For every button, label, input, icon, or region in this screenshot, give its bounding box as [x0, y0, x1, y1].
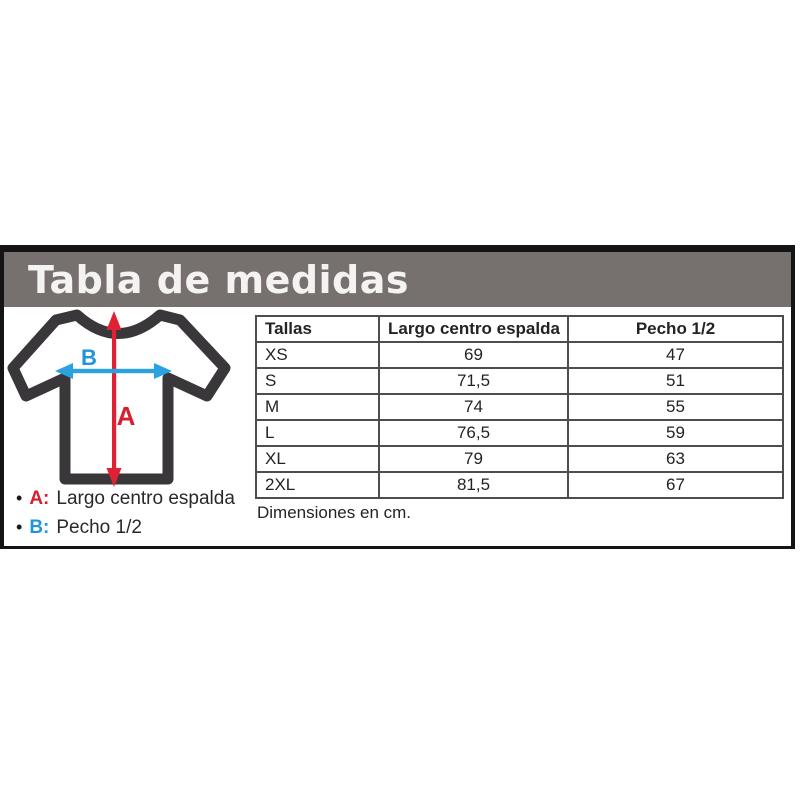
legend-item-b: • B: Pecho 1/2: [16, 517, 235, 539]
panel-header: Tabla de medidas: [4, 252, 791, 307]
legend-text-a: Largo centro espalda: [56, 488, 235, 509]
table-row-XS: XS 69 47: [255, 341, 784, 369]
tshirt-measurement-diagram: B A: [7, 309, 231, 487]
measurement-cell: 76,5: [378, 419, 569, 447]
table-row-L: L 76,5 59: [255, 419, 784, 447]
column-header-2: Pecho 1/2: [567, 315, 784, 343]
header-row: Tallas Largo centro espalda Pecho 1/2: [255, 315, 784, 343]
measurement-cell: 63: [567, 445, 784, 473]
tshirt-outline: [7, 309, 231, 485]
size-cell: M: [255, 393, 380, 421]
measurement-cell: 67: [567, 471, 784, 499]
measurement-cell: 81,5: [378, 471, 569, 499]
size-cell: XL: [255, 445, 380, 473]
measurement-cell: 74: [378, 393, 569, 421]
column-header-0: Tallas: [255, 315, 380, 343]
legend: • A: Largo centro espalda • B: Pecho 1/2: [16, 488, 235, 546]
measurement-cell: 51: [567, 367, 784, 395]
size-chart-panel: Tabla de medidas B A • A: [0, 245, 795, 549]
measurement-cell: 47: [567, 341, 784, 369]
label-b: B: [81, 345, 97, 370]
size-cell: XS: [255, 341, 380, 369]
panel-body: B A • A: Largo centro espalda • B: Pecho…: [4, 307, 791, 546]
measurement-cell: 79: [378, 445, 569, 473]
size-cell: L: [255, 419, 380, 447]
arrow-b-horizontal: [55, 363, 172, 379]
table-row-M: M 74 55: [255, 393, 784, 421]
table-row-2XL: 2XL 81,5 67: [255, 471, 784, 499]
table-row-XL: XL 79 63: [255, 445, 784, 473]
legend-key-b: B:: [29, 517, 50, 538]
dimensions-caption: Dimensiones en cm.: [257, 503, 412, 522]
measurement-cell: 55: [567, 393, 784, 421]
measurement-cell: 59: [567, 419, 784, 447]
column-header-1: Largo centro espalda: [378, 315, 569, 343]
size-table-body: XS 69 47 S 71,5 51 M 74 55 L 76,5 59 XL 79 63 2XL 81,5 67: [255, 341, 784, 499]
bullet-icon: •: [16, 517, 23, 537]
legend-text-b: Pecho 1/2: [56, 517, 142, 538]
size-table: Tallas Largo centro espalda Pecho 1/2 XS 69…: [255, 315, 784, 499]
legend-item-a: • A: Largo centro espalda: [16, 488, 235, 510]
size-cell: S: [255, 367, 380, 395]
size-cell: 2XL: [255, 471, 380, 499]
bullet-icon: •: [16, 488, 23, 508]
size-table-head: Tallas Largo centro espalda Pecho 1/2: [255, 315, 784, 343]
table-row-S: S 71,5 51: [255, 367, 784, 395]
page-title: Tabla de medidas: [28, 257, 410, 302]
arrow-a-vertical: [106, 311, 122, 487]
label-a: A: [117, 401, 136, 431]
measurement-cell: 69: [378, 341, 569, 369]
legend-key-a: A:: [29, 488, 50, 509]
measurement-cell: 71,5: [378, 367, 569, 395]
